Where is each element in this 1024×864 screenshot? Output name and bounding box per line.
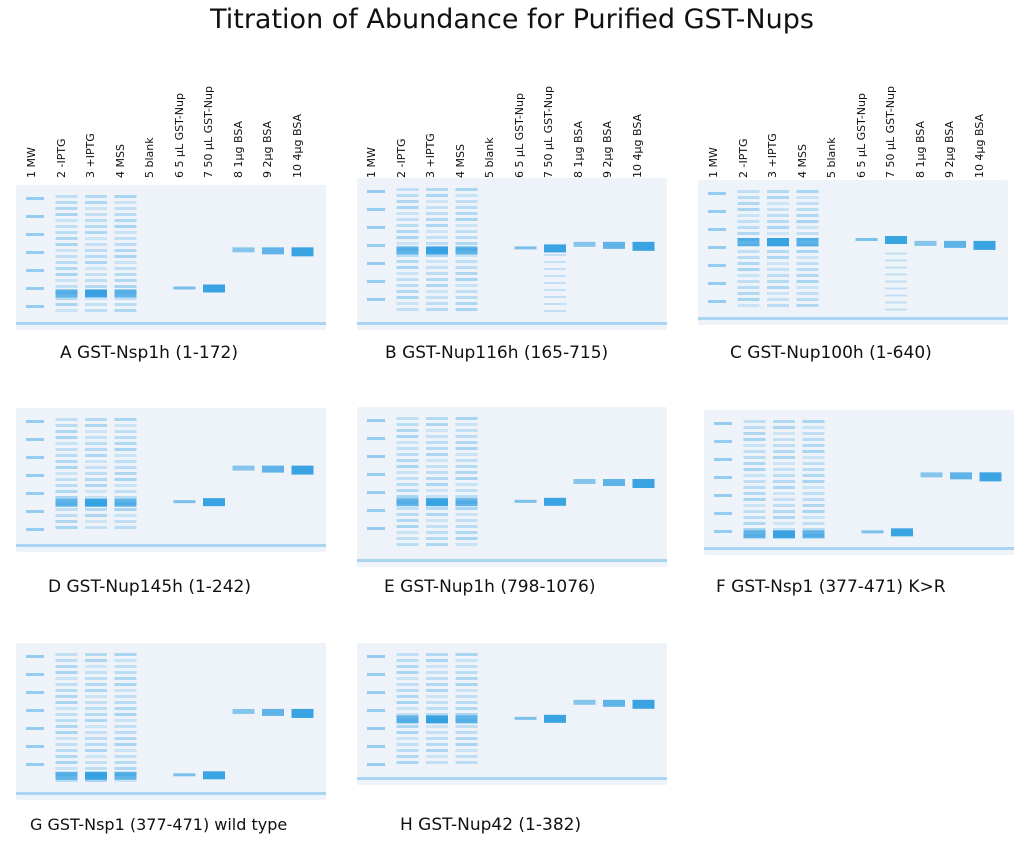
lane-label: 10 4µg BSA [290, 113, 304, 178]
lane-labels-col2: 1 MW 2 -IPTG 3 +IPTG 4 MSS 5 blank 6 5 µL GST… [358, 58, 668, 178]
caption-panel-e: E GST-Nup1h (798-1076) [384, 577, 596, 597]
lane-label: 8 1µg BSA [571, 120, 585, 178]
lane-label: 2 -IPTG [54, 138, 68, 178]
lane-label: 3 +IPTG [766, 133, 779, 178]
gel-panel-h [357, 643, 667, 785]
lane-label: 4 MSS [453, 144, 467, 178]
lane-label: 1 MW [707, 147, 720, 178]
lane-label: 7 50 µL GST-Nup [202, 86, 215, 178]
lane-label: 8 1µg BSA [231, 120, 245, 178]
lane-label: 6 5 µL GST-Nup [512, 93, 526, 178]
lane-label: 5 blank [143, 137, 156, 178]
gel-panel-d [16, 408, 326, 552]
lane-label: 10 4µg BSA [972, 113, 986, 178]
gel-panel-g [16, 643, 326, 800]
lane-label: 9 2µg BSA [261, 120, 274, 178]
caption-panel-d: D GST-Nup145h (1-242) [48, 577, 251, 597]
caption-panel-f: F GST-Nsp1 (377-471) K>R [716, 577, 946, 597]
lane-label: 6 5 µL GST-Nup [172, 93, 186, 178]
gel-panel-b [357, 178, 667, 330]
lane-label: 2 -IPTG [736, 138, 750, 178]
lane-labels-col1: 1 MW 2 -IPTG 3 +IPTG 4 MSS 5 blank 6 5 µL GST… [18, 58, 328, 178]
caption-panel-g: G GST-Nsp1 (377-471) wild type [30, 815, 288, 834]
gel-panel-c [698, 180, 1008, 325]
lane-label: 5 blank [825, 137, 838, 178]
lane-label: 9 2µg BSA [943, 120, 956, 178]
gel-panel-f [704, 410, 1014, 555]
lane-label: 4 MSS [795, 144, 809, 178]
gel-panel-a [16, 185, 326, 330]
caption-panel-b: B GST-Nup116h (165-715) [385, 343, 609, 363]
lane-label: 9 2µg BSA [601, 120, 614, 178]
lane-label: 5 blank [483, 137, 496, 178]
lane-label: 1 MW [25, 147, 38, 178]
lane-label: 1 MW [365, 147, 378, 178]
caption-panel-h: H GST-Nup42 (1-382) [400, 815, 582, 835]
lane-label: 8 1µg BSA [913, 120, 927, 178]
lane-label: 4 MSS [113, 144, 127, 178]
lane-label: 7 50 µL GST-Nup [542, 86, 555, 178]
lane-label: 3 +IPTG [424, 133, 437, 178]
lane-label: 7 50 µL GST-Nup [884, 86, 897, 178]
lane-labels-col3: 1 MW 2 -IPTG 3 +IPTG 4 MSS 5 blank 6 5 µL GST… [700, 58, 1010, 178]
gel-panel-e [357, 407, 667, 567]
lane-label: 2 -IPTG [394, 138, 408, 178]
lane-label: 3 +IPTG [84, 133, 97, 178]
caption-panel-c: C GST-Nup100h (1-640) [730, 343, 932, 363]
lane-label: 10 4µg BSA [630, 113, 644, 178]
lane-label: 6 5 µL GST-Nup [854, 93, 868, 178]
caption-panel-a: A GST-Nsp1h (1-172) [60, 343, 238, 363]
figure-title: Titration of Abundance for Purified GST-… [210, 4, 814, 35]
